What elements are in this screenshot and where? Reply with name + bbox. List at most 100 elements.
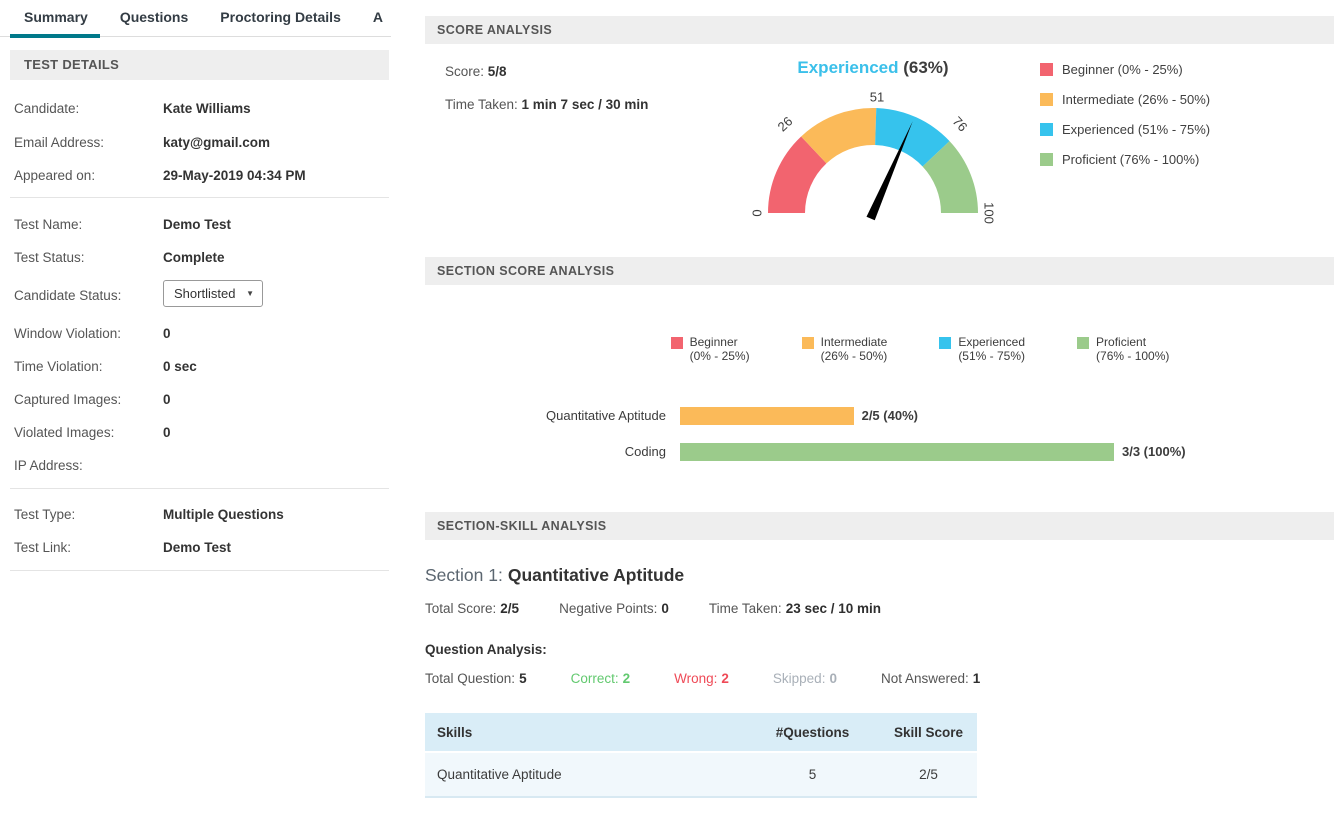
detail-label: Captured Images: [14,392,122,407]
legend-swatch-beginner [1040,63,1053,76]
detail-row-appeared-on: Appeared on: 29-May-2019 04:34 PM [14,167,390,184]
skills-table: Skills #Questions Skill Score Quantitati… [425,713,977,798]
detail-row-ip-address: IP Address: [14,457,390,474]
detail-label: Test Link: [14,540,72,555]
gauge-segment-experienced [875,108,950,167]
test-link-value[interactable]: Demo Test [163,540,232,555]
detail-value: 0 [163,425,171,440]
detail-row-test-name: Test Name: Demo Test [14,216,390,233]
section-name: Quantitative Aptitude [507,565,685,585]
legend-label: Experienced (51% - 75%) [1062,122,1211,137]
legend-swatch-experienced [1040,123,1053,136]
bar-row-quantitative-aptitude: Quantitative Aptitude 2/5 (40%) [425,407,1114,425]
detail-value: 0 [163,392,171,407]
detail-label: Test Status: [14,250,85,265]
tab-proctoring-details[interactable]: Proctoring Details [220,0,341,37]
detail-label: Violated Images: [14,425,115,440]
gauge-segment-proficient [922,141,978,213]
legend-text: Proficient (76% - 100%) [1096,335,1170,363]
detail-row-captured-images: Captured Images: 0 [14,391,390,408]
legend-text: Intermediate (26% - 50%) [820,335,888,363]
stat-wrong: Wrong: 2 [674,671,729,686]
detail-row-time-violation: Time Violation: 0 sec [14,358,390,375]
detail-label: Window Violation: [14,326,122,341]
table-row: Quantitative Aptitude 5 2/5 [425,752,977,798]
legend-item-proficient: Proficient (76% - 100%) [1077,335,1169,363]
detail-label: Candidate: [14,101,80,116]
stat-skipped: Skipped: 0 [772,671,837,686]
detail-value: 0 [163,326,171,341]
gauge-level-label: Experienced [797,58,899,77]
stat-time-taken: Time Taken: 23 sec / 10 min [708,601,881,616]
legend-label: Proficient (76% - 100%) [1062,152,1200,167]
section-title: Section 1: Quantitative Aptitude [425,565,684,586]
gauge-svg [768,107,978,221]
gauge-segment-intermediate [801,107,877,164]
tab-questions[interactable]: Questions [120,0,188,37]
divider [10,197,389,198]
legend-item-beginner: Beginner (0% - 25%) [670,335,750,363]
question-analysis-label: Question Analysis: [425,642,547,657]
test-details-header: TEST DETAILS [10,50,389,80]
stat-total-score: Total Score: 2/5 [425,601,520,616]
detail-value: katy@gmail.com [163,135,270,150]
bar-row-coding: Coding 3/3 (100%) [425,443,1186,461]
time-taken-label: Time Taken: [445,97,518,112]
legend-label: Beginner (0% - 25%) [1062,62,1183,77]
candidate-status-value: Shortlisted [174,286,236,301]
gauge-tick-0: 0 [749,209,765,217]
tab-bar: Summary Questions Proctoring Details A [0,0,391,38]
gauge-tick-100: 100 [981,202,997,224]
legend-text: Experienced (51% - 75%) [958,335,1026,363]
bar-value-label: 3/3 (100%) [1122,444,1186,459]
bar-fill-coding [680,443,1114,461]
divider [10,488,389,489]
legend-item-intermediate: Intermediate (26% - 50%) [801,335,888,363]
detail-value: 0 sec [163,359,197,374]
candidate-status-select[interactable]: Shortlisted ▼ [163,280,263,307]
col-header-skills: Skills [425,713,745,753]
detail-row-test-status: Test Status: Complete [14,249,390,266]
detail-row-window-violation: Window Violation: 0 [14,325,390,342]
time-taken-value: 1 min 7 sec / 30 min [521,97,649,112]
tab-analytics-clipped[interactable]: A [373,0,383,37]
skills-table-header-row: Skills #Questions Skill Score [425,713,977,753]
cell-questions: 5 [745,752,880,798]
detail-value: Demo Test [163,217,232,232]
divider [10,570,389,571]
stat-total-question: Total Question: 5 [425,671,527,686]
section-skill-analysis-header: SECTION-SKILL ANALYSIS [425,512,1334,540]
legend-text: Beginner (0% - 25%) [689,335,750,363]
stat-negative-points: Negative Points: 0 [559,601,669,616]
legend-swatch-intermediate [801,337,814,349]
detail-value: Kate Williams [163,101,251,116]
gauge-percent-label: (63%) [903,58,949,77]
time-taken-line: Time Taken: 1 min 7 sec / 30 min [445,97,648,112]
tab-questions-label: Questions [119,9,189,25]
col-header-skill-score: Skill Score [880,713,977,753]
detail-label: Test Name: [14,217,83,232]
score-gauge-chart: Experienced (63%) 0 26 51 76 100 [738,58,1008,233]
detail-value: Multiple Questions [163,507,284,522]
legend-item-beginner: Beginner (0% - 25%) [1040,62,1210,77]
score-legend: Beginner (0% - 25%) Intermediate (26% - … [1040,62,1210,167]
legend-swatch-experienced [939,337,952,349]
tab-proctoring-details-label: Proctoring Details [220,9,341,25]
section-score-analysis-header: SECTION SCORE ANALYSIS [425,257,1334,285]
detail-row-violated-images: Violated Images: 0 [14,424,390,441]
detail-label: Email Address: [14,135,105,150]
stat-not-answered: Not Answered: 1 [880,671,981,686]
detail-row-test-link: Test Link: Demo Test [14,539,390,556]
bar-value-label: 2/5 (40%) [861,408,918,423]
detail-value: Complete [163,250,225,265]
detail-row-email: Email Address: katy@gmail.com [14,134,390,151]
gauge-title: Experienced (63%) [738,58,1008,78]
legend-swatch-beginner [670,337,683,349]
detail-label: Appeared on: [14,168,96,183]
section-prefix: Section 1: [425,565,503,585]
legend-item-intermediate: Intermediate (26% - 50%) [1040,92,1210,107]
bar-category-label: Quantitative Aptitude [546,408,666,424]
bar-plot: 2/5 (40%) [680,407,1114,425]
tab-summary[interactable]: Summary [10,0,100,38]
